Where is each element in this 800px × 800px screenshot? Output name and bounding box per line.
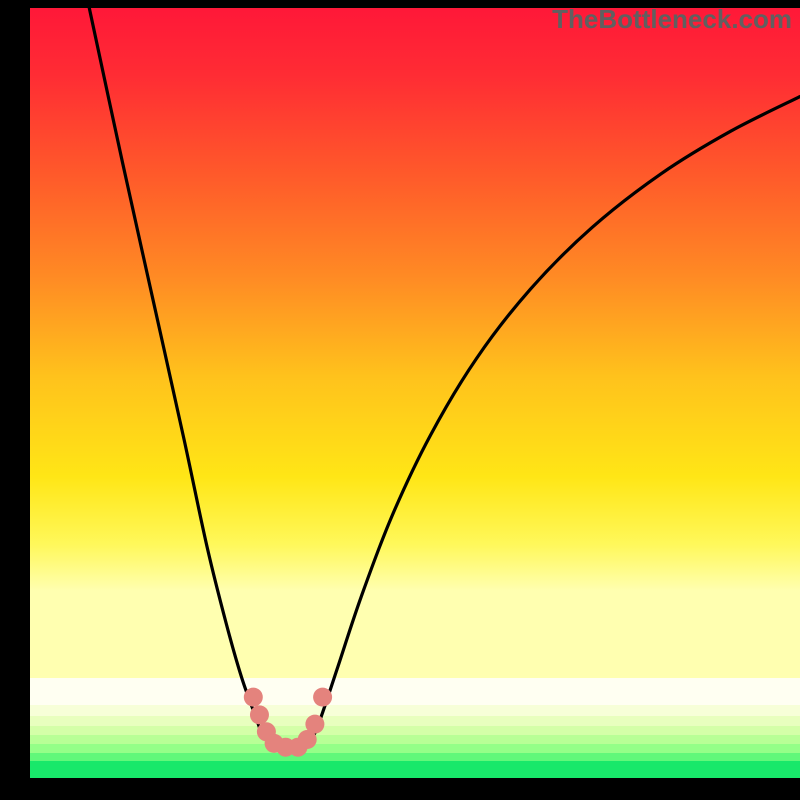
data-dot bbox=[313, 688, 332, 707]
plot-area bbox=[30, 8, 800, 778]
data-dot bbox=[305, 715, 324, 734]
data-dot bbox=[244, 688, 263, 707]
data-dot bbox=[250, 705, 269, 724]
curve-layer bbox=[30, 8, 800, 778]
watermark-text: TheBottleneck.com bbox=[552, 4, 792, 35]
bottleneck-curve bbox=[89, 8, 800, 747]
